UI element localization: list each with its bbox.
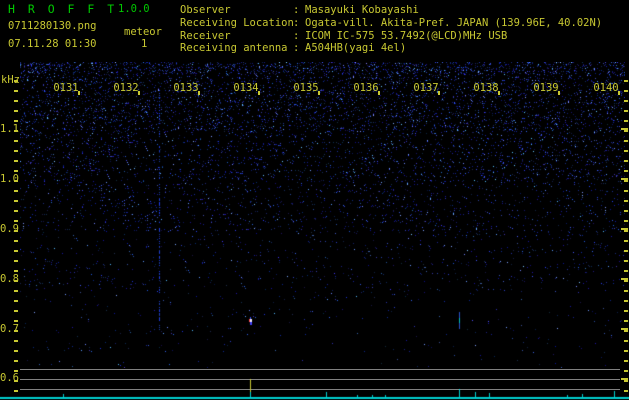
minute-ticks bbox=[20, 91, 622, 95]
info-label: Receiving antenna bbox=[180, 42, 288, 55]
spectrogram-canvas bbox=[20, 62, 625, 368]
time-label-0139: 0139 bbox=[533, 82, 559, 94]
time-label-0132: 0132 bbox=[113, 82, 139, 94]
info-value: Masayuki Kobayashi bbox=[305, 4, 419, 16]
info-row-observer: Observer : Masayuki Kobayashi bbox=[180, 4, 602, 17]
datetime-label: 07.11.28 01:30 bbox=[8, 38, 97, 50]
channel-count: 1 bbox=[141, 38, 148, 50]
info-value: Ogata-vill. Akita-Pref. JAPAN (139.96E, … bbox=[305, 16, 603, 29]
observer-info-block: Observer : Masayuki Kobayashi Receiving … bbox=[180, 4, 602, 55]
info-colon: : bbox=[293, 29, 300, 42]
info-value: A504HB(yagi 4el) bbox=[305, 42, 407, 55]
info-row-antenna: Receiving antenna : A504HB(yagi 4el) bbox=[180, 42, 602, 55]
app-version: 1.0.0 bbox=[118, 3, 150, 15]
freq-label-1-0: 1.0 bbox=[0, 173, 19, 185]
freq-label-1-1: 1.1 bbox=[0, 123, 19, 135]
output-filename: 0711280130.png bbox=[8, 20, 97, 32]
time-label-0138: 0138 bbox=[473, 82, 499, 94]
info-label: Observer bbox=[180, 4, 231, 16]
time-label-0133: 0133 bbox=[173, 82, 199, 94]
time-label-0131: 0131 bbox=[53, 82, 79, 94]
info-row-location: Receiving Location : Ogata-vill. Akita-P… bbox=[180, 17, 602, 30]
signal-level-trace-canvas bbox=[0, 374, 629, 400]
freq-label-0-8: 0.8 bbox=[0, 273, 19, 285]
mode-label: meteor bbox=[124, 26, 162, 38]
info-colon: : bbox=[293, 4, 300, 16]
time-label-0134: 0134 bbox=[233, 82, 259, 94]
time-label-0137: 0137 bbox=[413, 82, 439, 94]
right-frequency-major-ticks bbox=[621, 80, 628, 385]
info-row-receiver: Receiver : ICOM IC-575 53.7492(@LCD)MHz … bbox=[180, 30, 602, 43]
info-colon: : bbox=[293, 16, 300, 29]
left-frequency-ticks bbox=[14, 80, 18, 392]
freq-label-0-7: 0.7 bbox=[0, 323, 19, 335]
info-label: Receiver bbox=[180, 29, 231, 42]
time-label-0135: 0135 bbox=[293, 82, 319, 94]
info-value: ICOM IC-575 53.7492(@LCD)MHz USB bbox=[305, 29, 508, 42]
time-label-0136: 0136 bbox=[353, 82, 379, 94]
freq-label-0-9: 0.9 bbox=[0, 223, 19, 235]
app-title: H R O F F T bbox=[8, 2, 118, 16]
info-label: Receiving Location bbox=[180, 16, 294, 29]
reference-line bbox=[20, 369, 620, 370]
time-label-0140: 0140 bbox=[593, 82, 619, 94]
info-colon: : bbox=[293, 42, 300, 55]
